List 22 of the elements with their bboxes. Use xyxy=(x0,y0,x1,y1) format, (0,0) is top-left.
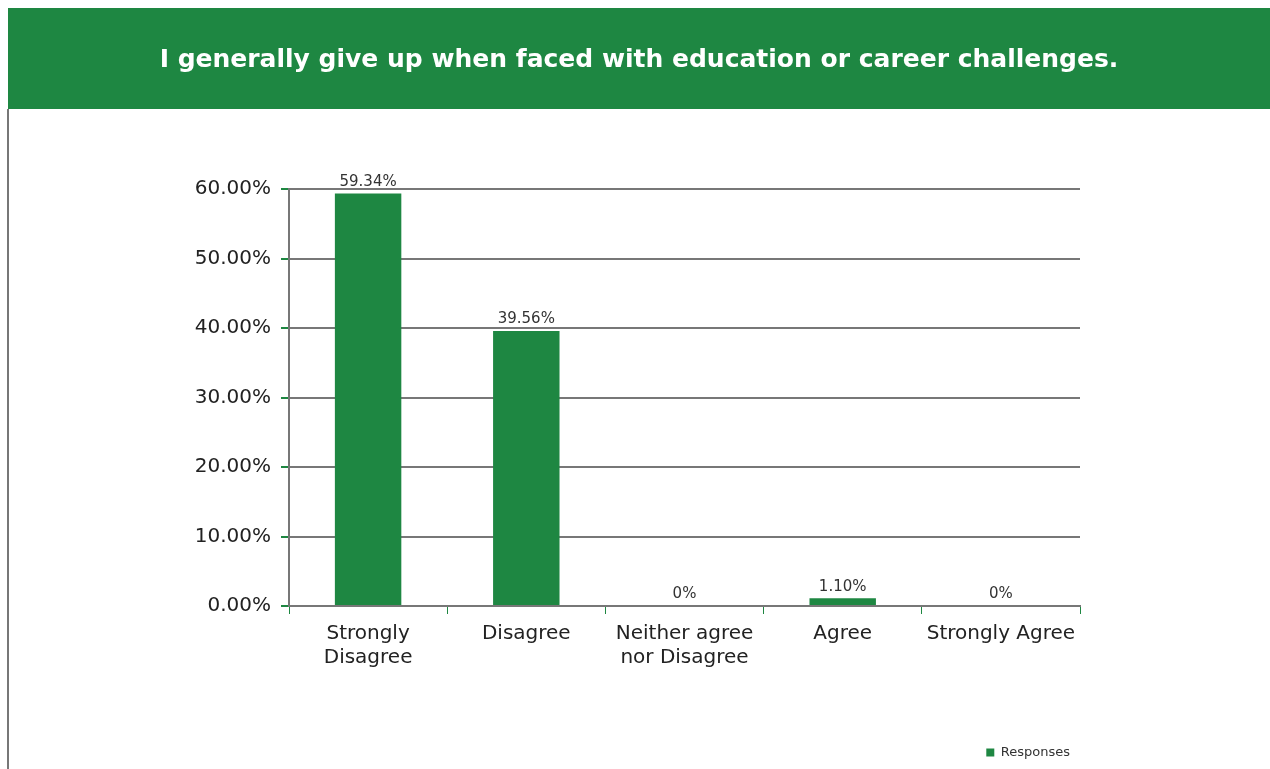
x-tick-label: Agree xyxy=(813,620,873,645)
y-tick-label: 60.00% xyxy=(194,175,271,200)
bar xyxy=(809,598,876,605)
bar xyxy=(493,331,560,605)
data-label: 0% xyxy=(989,584,1013,603)
chart-title: I generally give up when faced with education or career challenges. xyxy=(8,8,1270,109)
x-tick-label: Disagree xyxy=(481,620,571,645)
legend-label: Responses xyxy=(1000,743,1071,759)
x-tick-label: Strongly Disagree xyxy=(323,620,413,669)
y-tick-label: 50.00% xyxy=(194,244,271,269)
data-label: 39.56% xyxy=(497,309,555,328)
data-label: 0% xyxy=(672,584,697,603)
x-tick-label: Strongly Agree xyxy=(926,620,1076,645)
y-tick-label: 30.00% xyxy=(194,383,271,408)
y-tick-label: 40.00% xyxy=(194,314,271,339)
x-tick-label: Neither agree nor Disagree xyxy=(615,620,754,669)
y-tick-label: 0.00% xyxy=(207,592,271,617)
y-tick-label: 20.00% xyxy=(194,453,271,478)
y-tick-label: 10.00% xyxy=(194,522,271,547)
bar xyxy=(334,193,402,605)
data-label: 59.34% xyxy=(339,171,397,190)
data-label: 1.10% xyxy=(818,576,867,595)
